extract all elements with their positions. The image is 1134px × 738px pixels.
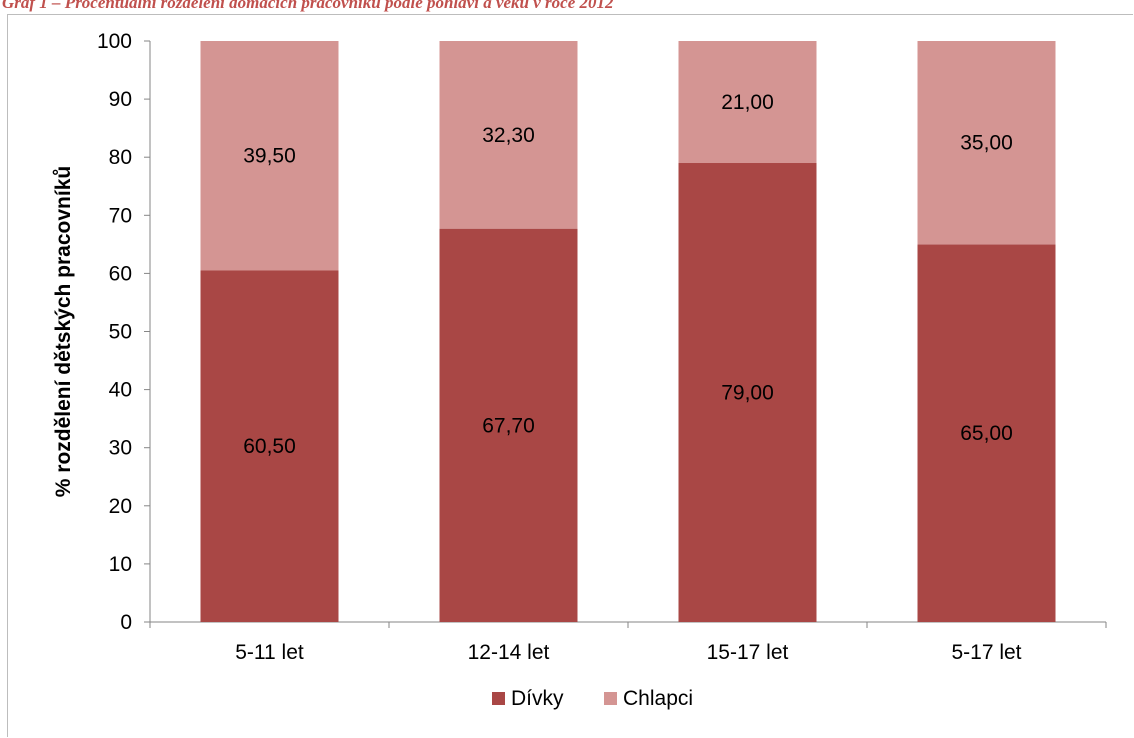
data-label: 35,00 bbox=[960, 132, 1013, 155]
bar-divky bbox=[678, 163, 817, 622]
bar-divky bbox=[200, 270, 339, 622]
bar-chlapci bbox=[439, 41, 578, 229]
y-tick-label: 80 bbox=[109, 146, 132, 169]
axes: 0 10 20 30 40 50 60 70 80 90 100 % rozdělení dětský… bbox=[52, 30, 1107, 664]
y-tick-label: 30 bbox=[109, 437, 132, 460]
data-label: 60,50 bbox=[243, 435, 296, 458]
x-tick-label: 5-11 let bbox=[235, 641, 304, 664]
legend-swatch bbox=[604, 692, 617, 705]
legend: Dívky Chlapci bbox=[492, 687, 693, 710]
y-tick-label: 60 bbox=[109, 262, 132, 285]
y-tick-label: 100 bbox=[97, 30, 132, 53]
y-tick-label: 90 bbox=[109, 88, 132, 111]
legend-label: Chlapci bbox=[623, 687, 693, 710]
legend-label: Dívky bbox=[511, 687, 564, 710]
x-tick-label: 15-17 let bbox=[707, 641, 789, 664]
bar-chlapci bbox=[200, 41, 339, 271]
y-tick-label: 0 bbox=[120, 611, 132, 634]
y-tick-label: 40 bbox=[109, 379, 132, 402]
data-label: 79,00 bbox=[721, 382, 774, 405]
bar-chlapci bbox=[678, 41, 817, 164]
bar-chlapci bbox=[917, 41, 1056, 245]
data-label: 67,70 bbox=[482, 414, 535, 437]
chart-caption: Graf 1 – Procentuální rozdělení domácích… bbox=[2, 0, 614, 12]
data-label: 21,00 bbox=[721, 91, 774, 114]
x-tick-label: 5-17 let bbox=[951, 641, 1021, 664]
data-label: 65,00 bbox=[960, 422, 1013, 445]
data-label: 32,30 bbox=[482, 124, 535, 147]
x-tick-label: 12-14 let bbox=[468, 641, 550, 664]
y-axis-title: % rozdělení dětských pracovníků bbox=[52, 166, 75, 497]
bar-divky bbox=[917, 244, 1056, 622]
y-tick-label: 70 bbox=[109, 204, 132, 227]
y-tick-label: 50 bbox=[109, 321, 132, 344]
data-label: 39,50 bbox=[243, 145, 296, 168]
bar-divky bbox=[439, 228, 578, 622]
legend-swatch bbox=[492, 692, 505, 705]
bars: 60,50 39,50 67,70 32,30 79,00 21,00 65,00 35,00 bbox=[200, 41, 1056, 622]
y-tick-label: 10 bbox=[109, 553, 132, 576]
y-tick-label: 20 bbox=[109, 495, 132, 518]
chart-frame bbox=[7, 14, 1133, 737]
